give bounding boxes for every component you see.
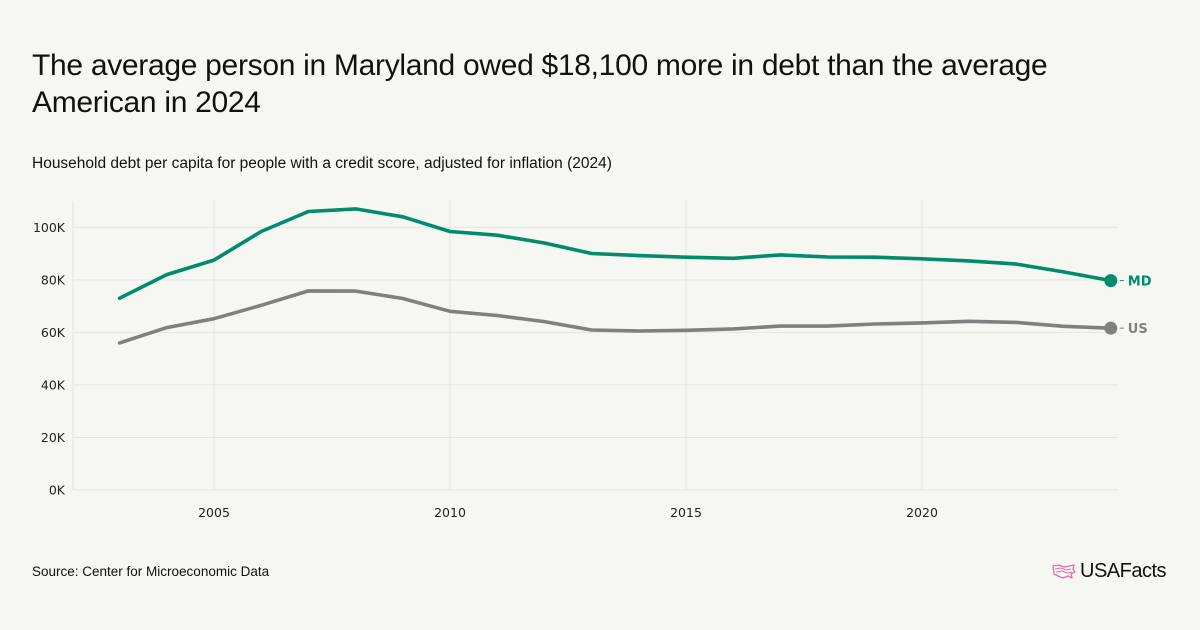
source-note: Source: Center for Microeconomic Data bbox=[32, 564, 270, 579]
y-tick-label: 80K bbox=[41, 272, 66, 287]
end-point-md bbox=[1104, 274, 1118, 288]
y-tick-label: 20K bbox=[41, 430, 66, 445]
series-lines bbox=[117, 207, 1118, 345]
x-axis-ticks: 2005 2010 2015 2020 bbox=[198, 505, 938, 520]
chart-title: The average person in Maryland owed $18,… bbox=[32, 49, 1048, 119]
end-point-us bbox=[1104, 321, 1118, 335]
y-tick-label: 0K bbox=[49, 483, 66, 498]
y-tick-label: 60K bbox=[41, 325, 66, 340]
x-tick-label: 2005 bbox=[198, 505, 230, 520]
x-tick-label: 2015 bbox=[670, 505, 702, 520]
logo-text: USAFacts bbox=[1080, 560, 1167, 582]
chart-subtitle: Household debt per capita for people wit… bbox=[32, 155, 612, 172]
x-tick-label: 2020 bbox=[906, 505, 938, 520]
series-label-us: US bbox=[1128, 322, 1148, 337]
y-tick-label: 40K bbox=[41, 377, 66, 392]
x-tick-label: 2010 bbox=[434, 505, 466, 520]
us-map-icon bbox=[1052, 563, 1076, 579]
gridlines bbox=[72, 201, 1118, 491]
series-label-md: MD bbox=[1128, 275, 1152, 290]
y-tick-label: 100K bbox=[33, 220, 66, 235]
usafacts-logo[interactable]: USAFacts bbox=[1052, 560, 1167, 583]
y-axis-ticks: 0K 20K 40K 60K 80K 100K bbox=[33, 220, 66, 498]
series-line-md bbox=[117, 207, 1113, 301]
series-end-labels: US MD bbox=[1119, 275, 1152, 337]
series-line-us bbox=[117, 289, 1113, 345]
